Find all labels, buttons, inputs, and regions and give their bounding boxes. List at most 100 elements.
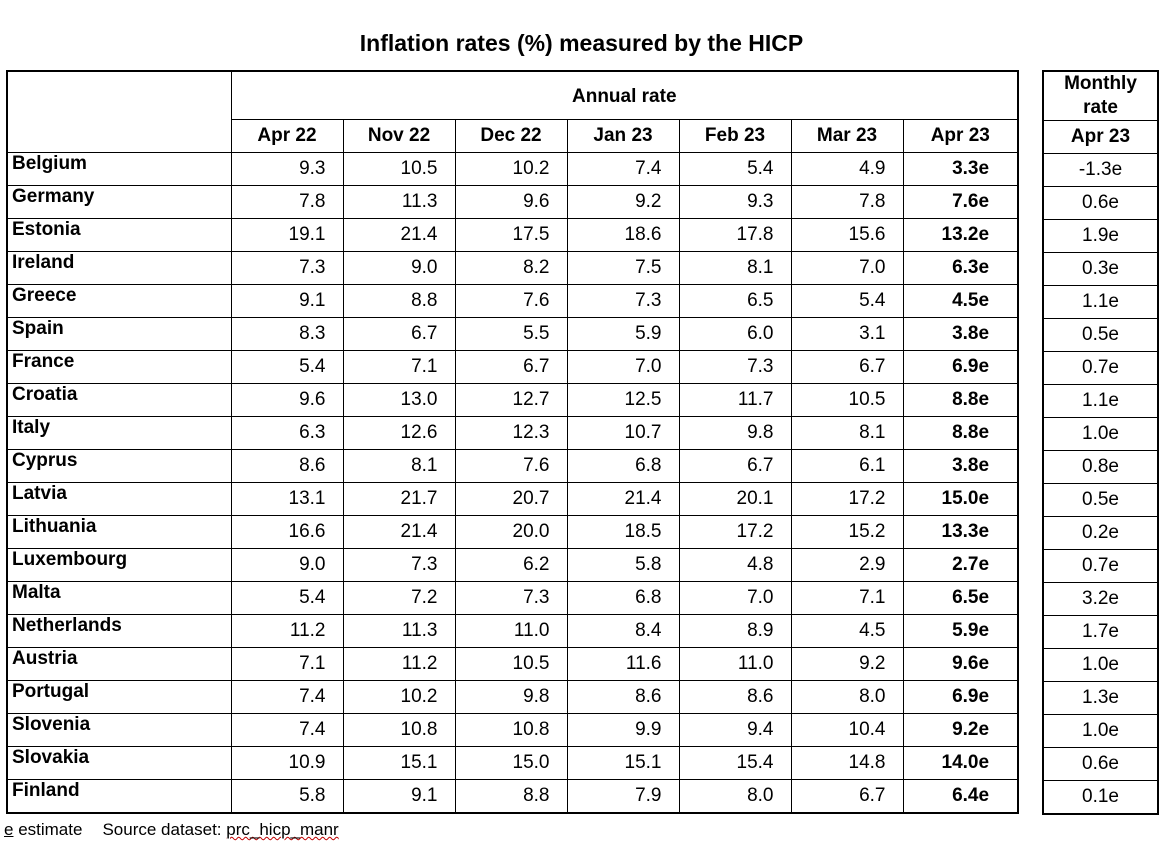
rate-cell: 10.9 xyxy=(230,745,344,780)
monthly-rate-cell: 1.1e xyxy=(1042,384,1159,418)
table-row: Luxembourg 9.0 7.3 6.2 5.8 4.8 2.9 2.7e xyxy=(6,547,1019,582)
rate-cell: 9.1 xyxy=(230,283,344,318)
rate-cell: 3.8e xyxy=(902,448,1019,483)
rate-cell: 14.8 xyxy=(790,745,904,780)
rate-cell: 6.8 xyxy=(566,580,680,615)
table-row: 0.3e xyxy=(1042,252,1159,286)
rate-cell: 5.9 xyxy=(566,316,680,351)
rate-cell: 11.3 xyxy=(342,184,456,219)
rate-cell: 16.6 xyxy=(230,514,344,549)
rate-cell: 18.5 xyxy=(566,514,680,549)
monthly-rate-cell: 1.3e xyxy=(1042,681,1159,715)
monthly-rate-cell: 0.1e xyxy=(1042,780,1159,815)
country-cell: Slovenia xyxy=(6,712,232,747)
table-row: 1.0e xyxy=(1042,648,1159,682)
table-row: 0.8e xyxy=(1042,450,1159,484)
country-cell: Italy xyxy=(6,415,232,450)
rate-cell: 6.7 xyxy=(678,448,792,483)
month-header: Feb 23 xyxy=(678,118,792,153)
rate-cell: 7.6e xyxy=(902,184,1019,219)
rate-cell: 7.4 xyxy=(230,679,344,714)
monthly-rate-cell: 0.7e xyxy=(1042,549,1159,583)
rate-cell: 15.1 xyxy=(566,745,680,780)
rate-cell: 7.4 xyxy=(230,712,344,747)
table-row: Netherlands 11.2 11.3 11.0 8.4 8.9 4.5 5.9e xyxy=(6,613,1019,648)
rate-cell: 21.4 xyxy=(566,481,680,516)
rate-cell: 21.4 xyxy=(342,217,456,252)
rate-cell: 10.2 xyxy=(454,151,568,186)
country-cell: Latvia xyxy=(6,481,232,516)
rate-cell: 9.9 xyxy=(566,712,680,747)
rate-cell: 6.1 xyxy=(790,448,904,483)
rate-cell: 6.4e xyxy=(902,778,1019,813)
rate-cell: 6.3e xyxy=(902,250,1019,285)
monthly-rate-cell: 0.7e xyxy=(1042,351,1159,385)
rate-cell: 8.8e xyxy=(902,415,1019,450)
table-row: 0.1e xyxy=(1042,780,1159,815)
rate-cell: 7.0 xyxy=(566,349,680,384)
rate-cell: 4.5 xyxy=(790,613,904,648)
rate-cell: 8.4 xyxy=(566,613,680,648)
rate-cell: 10.4 xyxy=(790,712,904,747)
rate-cell: 7.0 xyxy=(678,580,792,615)
rate-cell: 8.6 xyxy=(230,448,344,483)
table-row: Croatia 9.6 13.0 12.7 12.5 11.7 10.5 8.8e xyxy=(6,382,1019,417)
rate-cell: 10.2 xyxy=(342,679,456,714)
rate-cell: 6.7 xyxy=(790,349,904,384)
country-cell: Lithuania xyxy=(6,514,232,549)
rate-cell: 7.0 xyxy=(790,250,904,285)
rate-cell: 15.1 xyxy=(342,745,456,780)
monthly-rate-header: Monthly rate xyxy=(1042,70,1159,121)
monthly-rate-cell: 1.7e xyxy=(1042,615,1159,649)
rate-cell: 15.6 xyxy=(790,217,904,252)
rate-cell: 6.3 xyxy=(230,415,344,450)
month-header: Mar 23 xyxy=(790,118,904,153)
table-row: Slovakia 10.9 15.1 15.0 15.1 15.4 14.8 14.0e xyxy=(6,745,1019,780)
rate-cell: 13.0 xyxy=(342,382,456,417)
rate-cell: 10.5 xyxy=(342,151,456,186)
monthly-rate-cell: 1.1e xyxy=(1042,285,1159,319)
monthly-rate-cell: 0.5e xyxy=(1042,318,1159,352)
country-cell: Malta xyxy=(6,580,232,615)
table-row: 0.2e xyxy=(1042,516,1159,550)
month-header: Dec 22 xyxy=(454,118,568,153)
rate-cell: 9.2 xyxy=(566,184,680,219)
table-row: Austria 7.1 11.2 10.5 11.6 11.0 9.2 9.6e xyxy=(6,646,1019,681)
monthly-rate-cell: 0.8e xyxy=(1042,450,1159,484)
rate-cell: 9.0 xyxy=(342,250,456,285)
country-cell: Netherlands xyxy=(6,613,232,648)
rate-cell: 10.8 xyxy=(454,712,568,747)
country-cell: Cyprus xyxy=(6,448,232,483)
country-cell: Estonia xyxy=(6,217,232,252)
monthly-rate-cell: 0.6e xyxy=(1042,747,1159,781)
country-cell: Portugal xyxy=(6,679,232,714)
rate-cell: 15.0 xyxy=(454,745,568,780)
rate-cell: 6.7 xyxy=(790,778,904,813)
rate-cell: 2.7e xyxy=(902,547,1019,582)
rate-cell: 5.5 xyxy=(454,316,568,351)
rate-cell: 13.2e xyxy=(902,217,1019,252)
table-row: 3.2e xyxy=(1042,582,1159,616)
rate-cell: 9.6e xyxy=(902,646,1019,681)
rate-cell: 12.7 xyxy=(454,382,568,417)
monthly-rate-cell: 0.3e xyxy=(1042,252,1159,286)
rate-cell: 9.1 xyxy=(342,778,456,813)
rate-cell: 5.9e xyxy=(902,613,1019,648)
table-row: 0.7e xyxy=(1042,351,1159,385)
rate-cell: 8.1 xyxy=(342,448,456,483)
rate-cell: 8.8e xyxy=(902,382,1019,417)
annual-rate-table: Annual rate Apr 22 Nov 22 Dec 22 Jan 23 Feb … xyxy=(6,70,1020,814)
monthly-rate-cell: 1.0e xyxy=(1042,648,1159,682)
table-row: 0.6e xyxy=(1042,186,1159,220)
table-row: 1.3e xyxy=(1042,681,1159,715)
rate-cell: 8.1 xyxy=(790,415,904,450)
month-header: Apr 23 xyxy=(902,118,1019,153)
rate-cell: 21.7 xyxy=(342,481,456,516)
table-row: Estonia 19.1 21.4 17.5 18.6 17.8 15.6 13.2e xyxy=(6,217,1019,252)
table-row: Finland 5.8 9.1 8.8 7.9 8.0 6.7 6.4e xyxy=(6,778,1019,813)
table-row: Spain 8.3 6.7 5.5 5.9 6.0 3.1 3.8e xyxy=(6,316,1019,351)
footer-note: e estimate Source dataset: prc_hicp_manr xyxy=(4,820,339,840)
country-cell: Luxembourg xyxy=(6,547,232,582)
rate-cell: 4.9 xyxy=(790,151,904,186)
rate-cell: 8.3 xyxy=(230,316,344,351)
